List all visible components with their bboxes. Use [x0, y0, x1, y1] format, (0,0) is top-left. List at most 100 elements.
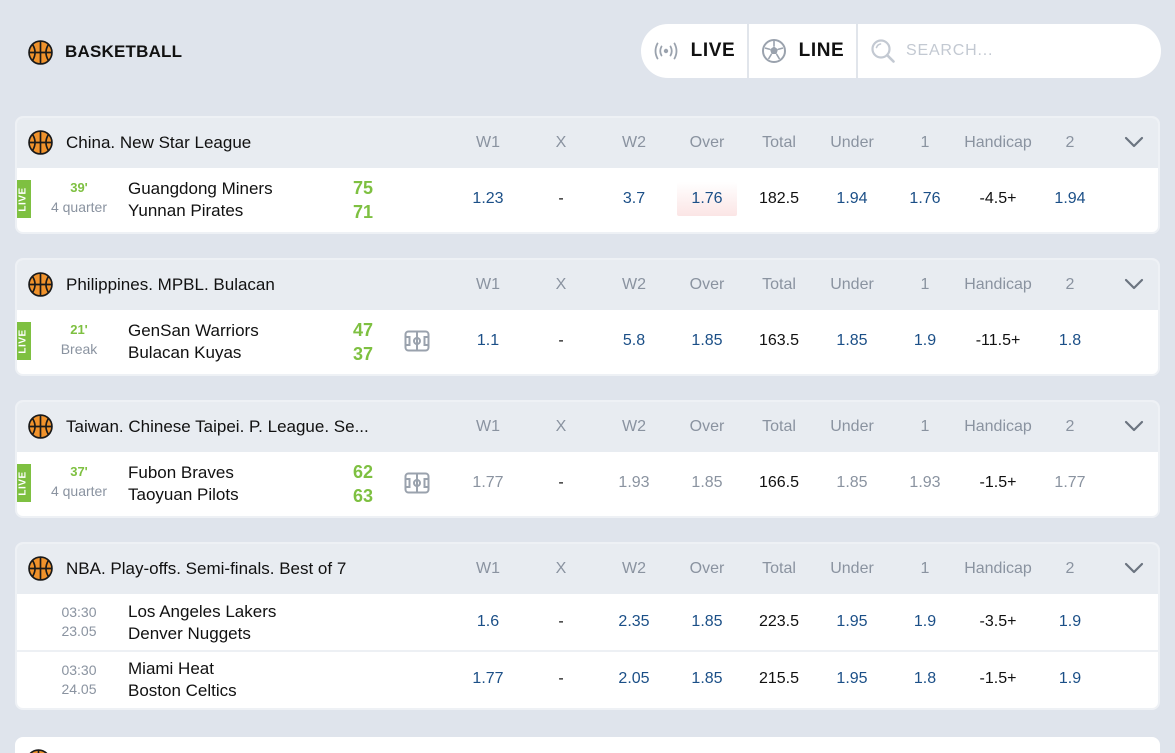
chevron-down-icon[interactable] [1124, 135, 1144, 149]
basketball-icon [28, 39, 53, 65]
basketball-icon [29, 749, 48, 753]
odd-total[interactable]: 223.5 [758, 613, 800, 630]
odd-handicap-2[interactable]: 1.94 [1054, 190, 1086, 207]
odd-handicap-1[interactable]: 1.9 [913, 613, 937, 630]
odd-handicap-2[interactable]: 1.9 [1058, 613, 1082, 630]
odd-over[interactable]: 1.85 [691, 474, 723, 491]
col-1: 1 [920, 560, 930, 577]
odd-handicap-2[interactable]: 1.77 [1054, 474, 1086, 491]
live-button[interactable]: LIVE [641, 24, 749, 78]
odd-handicap[interactable]: -1.5+ [979, 670, 1017, 687]
odd-handicap-1[interactable]: 1.76 [909, 190, 941, 207]
teams: Miami Heat Boston Celtics [128, 658, 237, 702]
match-time: 03:30 24.05 [39, 662, 119, 697]
odd-w1[interactable]: 1.1 [476, 332, 500, 349]
league-name: China. New Star League [66, 133, 252, 152]
live-badge: LIVE [17, 180, 31, 218]
match-row[interactable]: 03:30 24.05 Miami Heat Boston Celtics 1.… [17, 650, 1158, 706]
odd-handicap-2[interactable]: 1.8 [1058, 332, 1082, 349]
broadcast-icon [654, 42, 678, 60]
odd-over[interactable]: 1.85 [691, 332, 723, 349]
match-row[interactable]: 03:30 23.05 Los Angeles Lakers Denver Nu… [17, 594, 1158, 650]
team-away: Yunnan Pirates [128, 201, 244, 220]
odd-total[interactable]: 166.5 [758, 474, 800, 491]
odd-x[interactable]: - [558, 332, 564, 349]
col-under: Under [830, 134, 874, 151]
odd-under[interactable]: 1.94 [836, 190, 868, 207]
league-name: Philippines. MPBL. Bulacan [66, 275, 275, 294]
odd-w1[interactable]: 1.77 [472, 670, 504, 687]
col-x: X [555, 134, 567, 151]
odd-w2[interactable]: 5.8 [622, 332, 646, 349]
match-minute: 37' [70, 464, 88, 479]
odd-x[interactable]: - [558, 613, 564, 630]
league-header[interactable]: Philippines. MPBL. Bulacan W1 X W2 Over … [17, 260, 1158, 310]
col-total: Total [762, 134, 796, 151]
league-header[interactable]: Taiwan. Chinese Taipei. P. League. Se...… [17, 402, 1158, 452]
chevron-down-icon[interactable] [1124, 277, 1144, 291]
col-w1: W1 [476, 418, 500, 435]
sport-title: BASKETBALL [28, 38, 182, 66]
score-home: 75 [352, 178, 373, 198]
team-away: Bulacan Kuyas [128, 343, 242, 362]
league-header[interactable]: China. New Star League W1 X W2 Over Tota… [17, 118, 1158, 168]
col-w2: W2 [622, 134, 646, 151]
line-button[interactable]: LINE [749, 24, 858, 78]
odd-total[interactable]: 163.5 [758, 332, 800, 349]
odd-w2[interactable]: 2.05 [618, 670, 650, 687]
match-row[interactable]: LIVE 37' 4 quarter Fubon Braves Taoyuan … [17, 452, 1158, 514]
odd-handicap[interactable]: -4.5+ [979, 190, 1017, 207]
team-home: Guangdong Miners [128, 179, 273, 198]
team-away: Boston Celtics [128, 681, 237, 700]
odd-w1[interactable]: 1.6 [476, 613, 500, 630]
search-input[interactable] [906, 42, 1136, 60]
odd-handicap-1[interactable]: 1.93 [909, 474, 941, 491]
col-under: Under [830, 276, 874, 293]
odd-w1[interactable]: 1.77 [472, 474, 504, 491]
odd-total[interactable]: 215.5 [758, 670, 800, 687]
chevron-down-icon[interactable] [1124, 561, 1144, 575]
odd-handicap[interactable]: -1.5+ [979, 474, 1017, 491]
scores: 62 63 [347, 460, 373, 508]
basketball-icon [28, 272, 53, 297]
col-under: Under [830, 560, 874, 577]
col-w1: W1 [476, 560, 500, 577]
col-2: 2 [1065, 134, 1075, 151]
odd-w2[interactable]: 1.93 [618, 474, 650, 491]
odd-handicap-1[interactable]: 1.8 [913, 670, 937, 687]
match-date: 23.05 [61, 623, 97, 639]
odd-w1[interactable]: 1.23 [472, 190, 504, 207]
odd-under[interactable]: 1.85 [836, 474, 868, 491]
odd-handicap-1[interactable]: 1.9 [913, 332, 937, 349]
league-name: Taiwan. Chinese Taipei. P. League. Se... [66, 417, 369, 436]
match-time: 37' 4 quarter [39, 464, 119, 499]
odd-x[interactable]: - [558, 190, 564, 207]
league-header[interactable]: NBA. Play-offs. Semi-finals. Best of 7 W… [17, 544, 1158, 594]
odd-handicap[interactable]: -3.5+ [979, 613, 1017, 630]
odd-handicap[interactable]: -11.5+ [975, 332, 1021, 349]
live-button-label: LIVE [690, 40, 736, 61]
odd-x[interactable]: - [558, 474, 564, 491]
odd-under[interactable]: 1.85 [836, 332, 868, 349]
score-home: 62 [352, 462, 373, 482]
col-2: 2 [1065, 560, 1075, 577]
odd-w2[interactable]: 3.7 [622, 190, 646, 207]
odd-under[interactable]: 1.95 [836, 613, 868, 630]
col-x: X [555, 276, 567, 293]
odd-handicap-2[interactable]: 1.9 [1058, 670, 1082, 687]
match-row[interactable]: LIVE 21' Break GenSan Warriors Bulacan K… [17, 310, 1158, 372]
search-icon [871, 39, 895, 63]
match-row[interactable]: LIVE 39' 4 quarter Guangdong Miners Yunn… [17, 168, 1158, 230]
field-tracker-icon[interactable] [404, 472, 430, 494]
teams: Los Angeles Lakers Denver Nuggets [128, 601, 276, 645]
odd-under[interactable]: 1.95 [836, 670, 868, 687]
odd-w2[interactable]: 2.35 [618, 613, 650, 630]
score-away: 63 [352, 486, 373, 506]
odd-over[interactable]: 1.85 [691, 613, 723, 630]
odd-x[interactable]: - [558, 670, 564, 687]
odd-total[interactable]: 182.5 [758, 190, 800, 207]
odd-over[interactable]: 1.85 [691, 670, 723, 687]
odd-over[interactable]: 1.76 [677, 182, 737, 216]
chevron-down-icon[interactable] [1124, 419, 1144, 433]
field-tracker-icon[interactable] [404, 330, 430, 352]
